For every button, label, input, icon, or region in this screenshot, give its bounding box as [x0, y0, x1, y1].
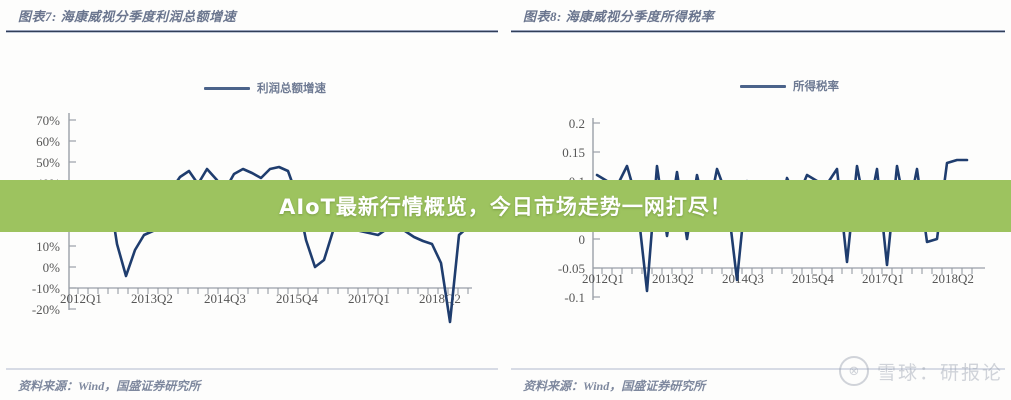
svg-text:2014Q3: 2014Q3 — [722, 271, 764, 286]
svg-text:0%: 0% — [43, 260, 61, 275]
xueqiu-logo-icon: ⊗ — [838, 356, 869, 386]
svg-text:2018Q2: 2018Q2 — [932, 271, 974, 286]
x-axis-left: 2012Q1 2013Q2 2014Q3 2015Q4 2017Q1 2018Q… — [60, 291, 461, 306]
svg-text:2012Q1: 2012Q1 — [60, 291, 102, 306]
source-note-left: 资料来源：Wind，国盛证券研究所 — [18, 379, 201, 393]
svg-text:2013Q2: 2013Q2 — [652, 271, 694, 286]
legend-label-left: 利润总额增速 — [257, 83, 326, 95]
svg-text:2013Q2: 2013Q2 — [131, 291, 173, 306]
figure-title-left: 图表7: 海康威视分季度利润总额增速 — [18, 9, 237, 24]
promo-banner-text: AIoT最新行情概览，今日市场走势一网打尽！ — [279, 195, 732, 219]
bottom-divider-left — [6, 368, 498, 370]
promo-banner: AIoT最新行情概览，今日市场走势一网打尽！ — [0, 180, 1011, 232]
svg-text:2015Q4: 2015Q4 — [792, 271, 834, 286]
legend-left: 利润总额增速 — [204, 80, 326, 96]
legend-swatch-icon — [740, 84, 786, 88]
title-divider-right — [511, 30, 1005, 33]
bottom-divider-right — [511, 368, 1005, 370]
x-axis-right: 2012Q1 2013Q2 2014Q3 2015Q4 2017Q1 2018Q… — [582, 271, 974, 286]
svg-text:2014Q3: 2014Q3 — [204, 291, 246, 306]
svg-text:-0.05: -0.05 — [558, 261, 585, 276]
watermark-text: 雪球：研报论 — [876, 361, 1003, 384]
watermark: ⊗ 雪球：研报论 — [838, 356, 1003, 386]
svg-text:-10%: -10% — [32, 281, 60, 296]
legend-right: 所得税率 — [740, 78, 839, 94]
legend-label-right: 所得税率 — [793, 81, 839, 93]
svg-text:10%: 10% — [36, 239, 60, 254]
svg-text:-0.1: -0.1 — [564, 290, 585, 305]
svg-text:0.2: 0.2 — [569, 116, 585, 131]
svg-text:2017Q1: 2017Q1 — [348, 291, 390, 306]
svg-text:-20%: -20% — [32, 302, 60, 317]
title-divider-left — [6, 30, 498, 33]
svg-text:70%: 70% — [36, 113, 60, 128]
svg-text:2015Q4: 2015Q4 — [276, 291, 318, 306]
legend-swatch-icon — [204, 86, 250, 90]
svg-text:0: 0 — [579, 232, 586, 247]
svg-text:60%: 60% — [36, 134, 60, 149]
source-note-right: 资料来源：Wind，国盛证券研究所 — [523, 379, 706, 393]
svg-text:2018Q2: 2018Q2 — [419, 291, 461, 306]
figure-title-right: 图表8: 海康威视分季度所得税率 — [523, 9, 715, 24]
svg-text:0.15: 0.15 — [562, 145, 585, 160]
svg-text:50%: 50% — [36, 155, 60, 170]
svg-text:2017Q1: 2017Q1 — [862, 271, 904, 286]
svg-text:2012Q1: 2012Q1 — [582, 271, 624, 286]
